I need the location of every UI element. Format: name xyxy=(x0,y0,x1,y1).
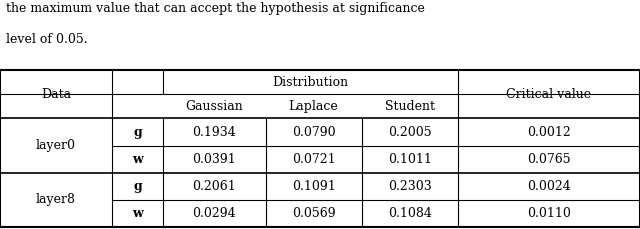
Text: 0.0790: 0.0790 xyxy=(292,125,335,139)
Text: 0.0024: 0.0024 xyxy=(527,180,571,193)
Text: layer0: layer0 xyxy=(36,139,76,152)
Text: g: g xyxy=(133,125,142,139)
Text: w: w xyxy=(132,207,143,220)
Text: 0.0012: 0.0012 xyxy=(527,125,571,139)
Text: 0.0721: 0.0721 xyxy=(292,153,335,166)
Text: Distribution: Distribution xyxy=(273,76,348,88)
Text: Student: Student xyxy=(385,100,435,113)
Text: 0.0294: 0.0294 xyxy=(193,207,236,220)
Text: g: g xyxy=(133,180,142,193)
Text: 0.1084: 0.1084 xyxy=(388,207,431,220)
Text: Data: Data xyxy=(41,88,71,101)
Text: Laplace: Laplace xyxy=(289,100,339,113)
Text: 0.0569: 0.0569 xyxy=(292,207,335,220)
Text: 0.2303: 0.2303 xyxy=(388,180,431,193)
Text: 0.0765: 0.0765 xyxy=(527,153,571,166)
Text: Critical value: Critical value xyxy=(506,88,591,101)
Text: 0.0391: 0.0391 xyxy=(193,153,236,166)
Text: 0.1011: 0.1011 xyxy=(388,153,431,166)
Text: layer8: layer8 xyxy=(36,193,76,206)
Text: level of 0.05.: level of 0.05. xyxy=(6,33,88,46)
Text: 0.0110: 0.0110 xyxy=(527,207,571,220)
Text: 0.2005: 0.2005 xyxy=(388,125,431,139)
Text: 0.1091: 0.1091 xyxy=(292,180,335,193)
Text: the maximum value that can accept the hypothesis at significance: the maximum value that can accept the hy… xyxy=(6,2,425,15)
Text: Gaussian: Gaussian xyxy=(186,100,243,113)
Text: 0.2061: 0.2061 xyxy=(193,180,236,193)
Text: 0.1934: 0.1934 xyxy=(193,125,236,139)
Text: w: w xyxy=(132,153,143,166)
